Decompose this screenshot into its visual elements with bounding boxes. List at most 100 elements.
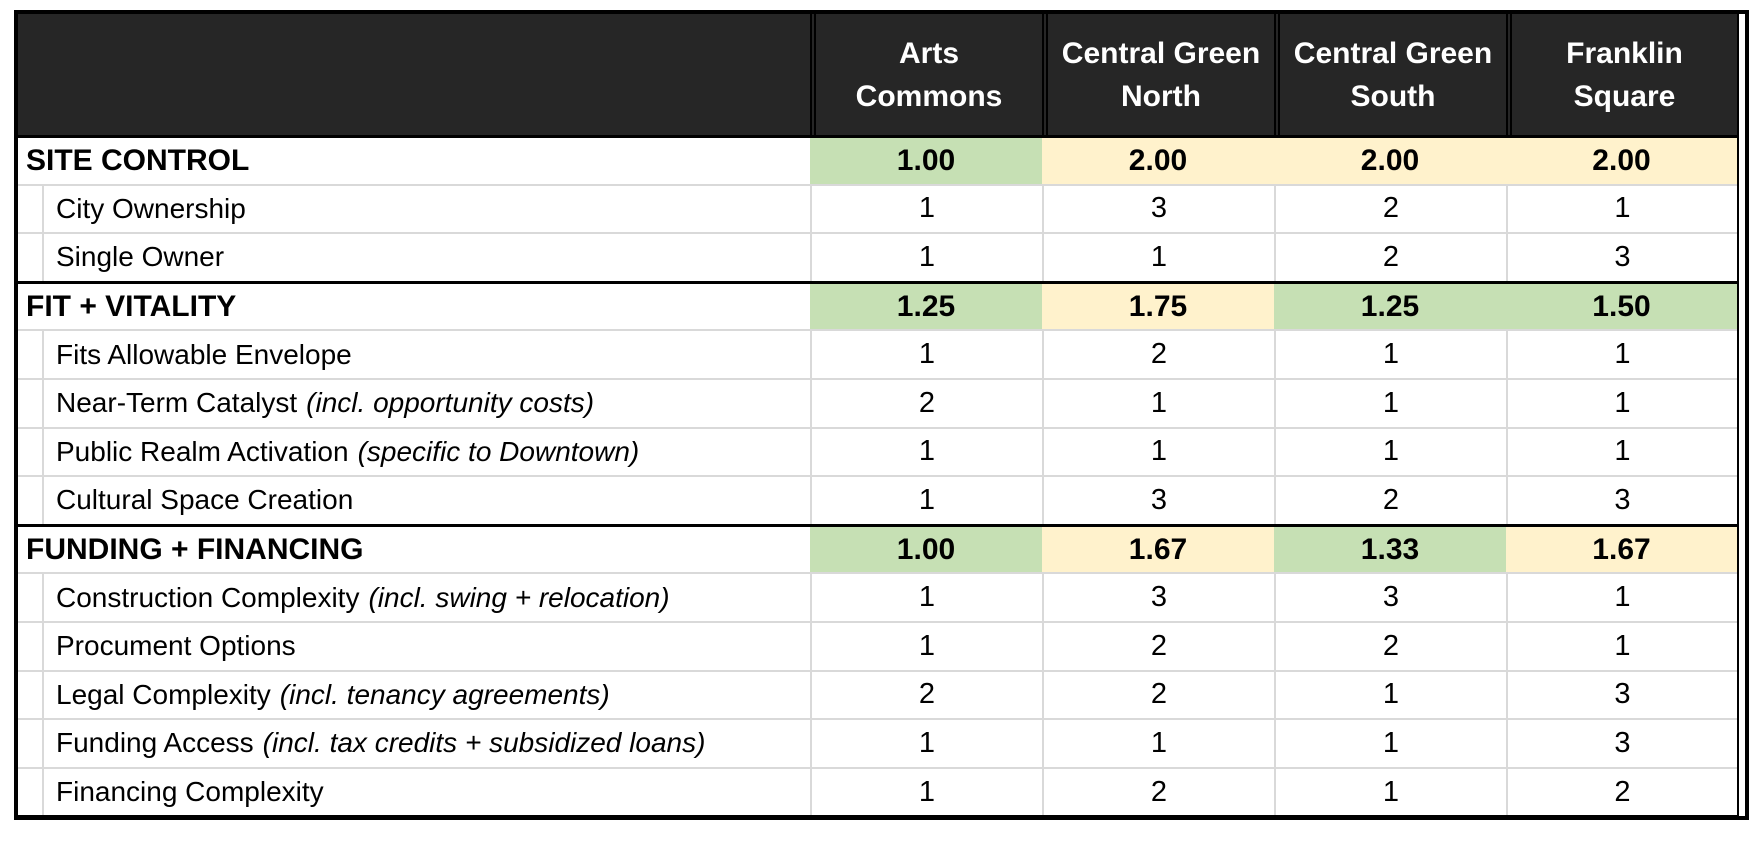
row-indent-cell: [18, 377, 44, 427]
criterion-label-text: Near-Term Catalyst: [56, 387, 298, 419]
score-cell: 2: [1042, 620, 1274, 670]
score-cell: 1: [1506, 183, 1737, 233]
criterion-row-label: Fits Allowable Envelope: [44, 329, 810, 378]
score-cell: 3: [1042, 572, 1274, 621]
section-score-cell: 1.67: [1506, 523, 1737, 573]
score-cell: 1: [1042, 426, 1274, 476]
row-indent-cell: [18, 669, 44, 719]
score-cell: 1: [1506, 426, 1737, 476]
score-cell: 3: [1274, 572, 1506, 621]
row-indent-cell: [18, 232, 44, 281]
score-cell: 1: [810, 572, 1042, 621]
criterion-label-note: (incl. opportunity costs): [306, 387, 595, 419]
column-header-line: North: [1121, 79, 1201, 113]
section-score-cell: 2.00: [1274, 135, 1506, 184]
score-cell: 1: [1506, 329, 1737, 378]
row-indent-cell: [18, 620, 44, 670]
score-cell: 2: [1274, 183, 1506, 233]
criterion-label-text: Financing Complexity: [56, 776, 324, 808]
score-cell: 2: [810, 669, 1042, 719]
criterion-label-text: Construction Complexity: [56, 581, 360, 613]
column-header-line: Commons: [855, 79, 1003, 113]
criterion-row-label: Procument Options: [44, 620, 810, 670]
row-indent-cell: [18, 718, 44, 767]
score-cell: 2: [1042, 329, 1274, 378]
score-cell: 1: [1506, 377, 1737, 427]
column-header-line: Central Green: [1293, 36, 1493, 70]
criterion-label-text: Public Realm Activation: [56, 435, 349, 467]
score-cell: 3: [1042, 183, 1274, 233]
score-cell: 2: [1274, 620, 1506, 670]
score-cell: 1: [1274, 377, 1506, 427]
criterion-row-label: Single Owner: [44, 232, 810, 281]
row-indent-cell: [18, 329, 44, 378]
criterion-label-note: (incl. swing + relocation): [368, 581, 670, 613]
score-cell: 1: [1274, 718, 1506, 767]
criterion-label-text: Single Owner: [56, 241, 225, 273]
score-cell: 3: [1506, 669, 1737, 719]
score-cell: 1: [1042, 232, 1274, 281]
score-cell: 1: [810, 620, 1042, 670]
criterion-row-label: Near-Term Catalyst (incl. opportunity cos…: [44, 377, 810, 427]
column-header-central-green-north: Central Green North: [1042, 14, 1274, 135]
criterion-label-text: Fits Allowable Envelope: [56, 338, 352, 370]
row-indent-cell: [18, 572, 44, 621]
score-cell: 1: [1506, 572, 1737, 621]
score-cell: 1: [1274, 426, 1506, 476]
section-score-cell: 1.00: [810, 523, 1042, 573]
criterion-label-text: Cultural Space Creation: [56, 484, 354, 516]
score-cell: 3: [1506, 718, 1737, 767]
score-cell: 1: [1274, 766, 1506, 816]
section-score-cell: 1.00: [810, 135, 1042, 184]
criterion-row-label: Funding Access (incl. tax credits + subsi…: [44, 718, 810, 767]
section-score-cell: 1.33: [1274, 523, 1506, 573]
score-cell: 2: [1274, 475, 1506, 524]
row-indent-cell: [18, 183, 44, 233]
criterion-label-text: Funding Access: [56, 727, 254, 759]
column-header-line: Franklin: [1566, 36, 1683, 70]
criterion-row-label: City Ownership: [44, 183, 810, 233]
score-cell: 1: [810, 426, 1042, 476]
scoring-table: Arts Commons Central Green North Central…: [18, 14, 1739, 817]
column-header-central-green-south: Central Green South: [1274, 14, 1506, 135]
column-header-franklin-square: Franklin Square: [1506, 14, 1737, 135]
score-cell: 2: [1274, 232, 1506, 281]
criterion-label-note: (incl. tax credits + subsidized loans): [262, 727, 706, 759]
score-cell: 1: [810, 718, 1042, 767]
column-header-line: Arts: [898, 36, 959, 70]
criterion-label-text: City Ownership: [56, 192, 246, 224]
row-indent-cell: [18, 475, 44, 524]
section-score-cell: 1.50: [1506, 280, 1737, 330]
criterion-row-label: Construction Complexity (incl. swing + re…: [44, 572, 810, 621]
score-cell: 1: [810, 183, 1042, 233]
section-score-cell: 1.67: [1042, 523, 1274, 573]
criterion-label-note: (specific to Downtown): [357, 435, 640, 467]
site-scoring-matrix: Arts Commons Central Green North Central…: [14, 10, 1749, 821]
section-row-label: FIT + VITALITY: [18, 280, 810, 330]
score-cell: 1: [810, 766, 1042, 816]
score-cell: 1: [810, 329, 1042, 378]
column-header-line: South: [1350, 79, 1436, 113]
criterion-row-label: Legal Complexity (incl. tenancy agreement…: [44, 669, 810, 719]
row-indent-cell: [18, 766, 44, 816]
score-cell: 1: [1506, 620, 1737, 670]
score-cell: 3: [1506, 232, 1737, 281]
score-cell: 2: [1506, 766, 1737, 816]
section-row-label: FUNDING + FINANCING: [18, 523, 810, 573]
section-score-cell: 2.00: [1042, 135, 1274, 184]
row-indent-cell: [18, 426, 44, 476]
criterion-row-label: Cultural Space Creation: [44, 475, 810, 524]
score-cell: 1: [810, 475, 1042, 524]
criterion-label-note: (incl. tenancy agreements): [279, 678, 610, 710]
header-empty-cell: [18, 14, 810, 135]
score-cell: 3: [1042, 475, 1274, 524]
section-score-cell: 1.25: [810, 280, 1042, 330]
score-cell: 2: [1042, 766, 1274, 816]
column-header-line: Central Green: [1061, 36, 1261, 70]
score-cell: 1: [1274, 669, 1506, 719]
criterion-row-label: Public Realm Activation (specific to Down…: [44, 426, 810, 476]
section-score-cell: 1.75: [1042, 280, 1274, 330]
column-header-arts-commons: Arts Commons: [810, 14, 1042, 135]
criterion-label-text: Legal Complexity: [56, 678, 271, 710]
section-score-cell: 2.00: [1506, 135, 1737, 184]
